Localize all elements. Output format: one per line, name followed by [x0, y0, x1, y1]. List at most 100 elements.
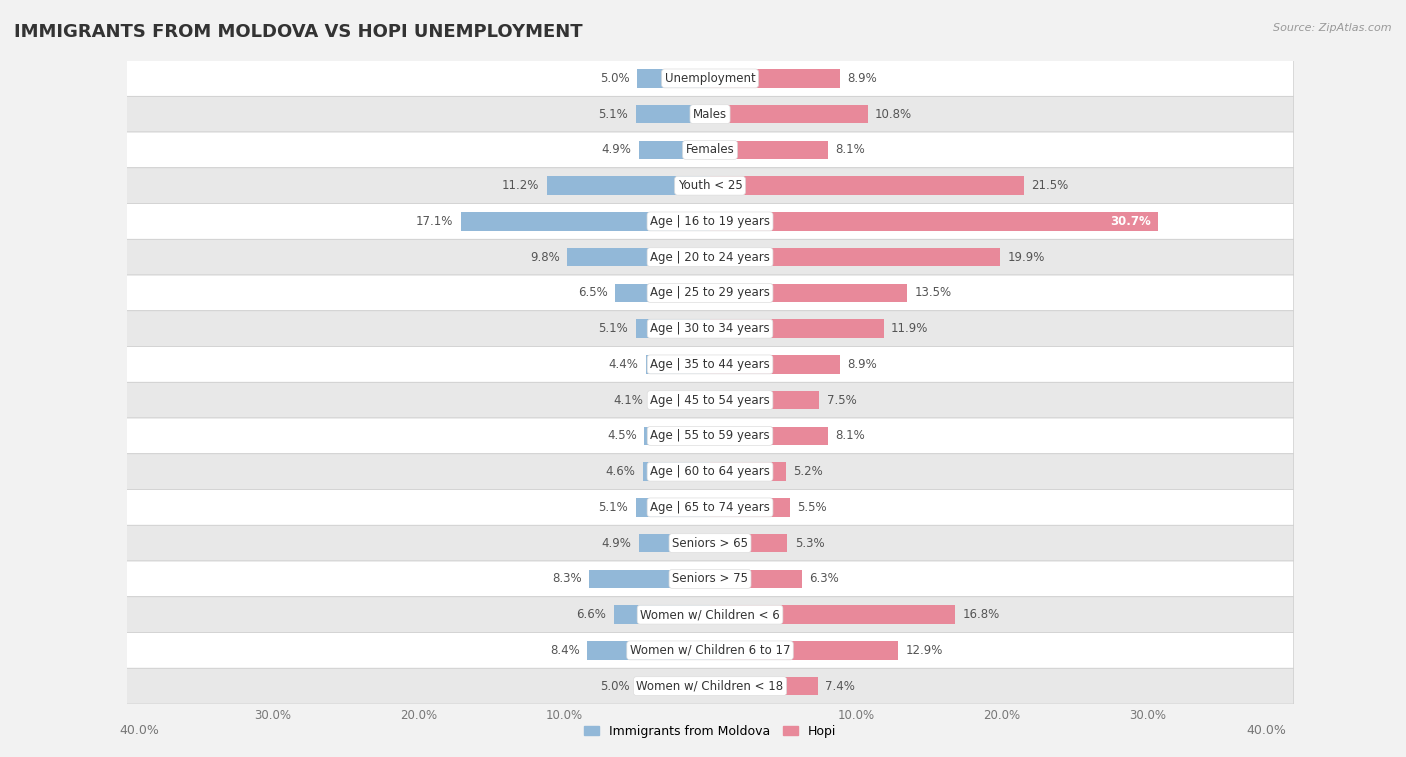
Text: 8.4%: 8.4%: [551, 644, 581, 657]
Bar: [644, 427, 710, 445]
Text: 19.9%: 19.9%: [1008, 251, 1045, 263]
FancyBboxPatch shape: [127, 561, 1294, 597]
Text: Males: Males: [693, 107, 727, 120]
Bar: [547, 176, 710, 195]
FancyBboxPatch shape: [127, 525, 1294, 561]
Text: 5.0%: 5.0%: [600, 72, 630, 85]
Bar: [567, 248, 710, 266]
Text: 4.4%: 4.4%: [609, 358, 638, 371]
FancyBboxPatch shape: [127, 275, 1294, 311]
Bar: [637, 677, 710, 696]
FancyBboxPatch shape: [127, 490, 1294, 525]
Text: 7.5%: 7.5%: [827, 394, 856, 407]
Bar: [589, 569, 710, 588]
Text: 5.3%: 5.3%: [794, 537, 824, 550]
Text: Women w/ Children < 18: Women w/ Children < 18: [637, 680, 783, 693]
Bar: [710, 212, 1159, 231]
Text: 5.1%: 5.1%: [599, 322, 628, 335]
Text: Women w/ Children < 6: Women w/ Children < 6: [640, 608, 780, 621]
Text: 13.5%: 13.5%: [914, 286, 952, 300]
Text: 6.6%: 6.6%: [576, 608, 606, 621]
FancyBboxPatch shape: [127, 418, 1294, 453]
Text: Age | 60 to 64 years: Age | 60 to 64 years: [650, 465, 770, 478]
Text: Age | 30 to 34 years: Age | 30 to 34 years: [650, 322, 770, 335]
FancyBboxPatch shape: [127, 204, 1294, 239]
Bar: [645, 355, 710, 374]
Bar: [710, 677, 818, 696]
Text: 5.2%: 5.2%: [793, 465, 823, 478]
Text: Seniors > 75: Seniors > 75: [672, 572, 748, 585]
FancyBboxPatch shape: [127, 382, 1294, 418]
FancyBboxPatch shape: [127, 311, 1294, 347]
Text: 5.0%: 5.0%: [600, 680, 630, 693]
Text: 8.1%: 8.1%: [835, 429, 865, 442]
Bar: [636, 319, 710, 338]
Text: 5.5%: 5.5%: [797, 501, 827, 514]
Text: Females: Females: [686, 143, 734, 157]
Bar: [636, 105, 710, 123]
Text: 11.9%: 11.9%: [891, 322, 928, 335]
Bar: [637, 69, 710, 88]
Bar: [710, 391, 820, 410]
Text: 12.9%: 12.9%: [905, 644, 943, 657]
Text: 4.9%: 4.9%: [602, 537, 631, 550]
Text: 5.1%: 5.1%: [599, 107, 628, 120]
Text: 8.9%: 8.9%: [848, 72, 877, 85]
Text: 8.1%: 8.1%: [835, 143, 865, 157]
Text: Age | 55 to 59 years: Age | 55 to 59 years: [650, 429, 770, 442]
Bar: [710, 498, 790, 517]
Bar: [710, 319, 883, 338]
Bar: [710, 176, 1024, 195]
Text: 7.4%: 7.4%: [825, 680, 855, 693]
Text: 6.3%: 6.3%: [810, 572, 839, 585]
FancyBboxPatch shape: [127, 668, 1294, 704]
FancyBboxPatch shape: [127, 453, 1294, 490]
Bar: [710, 641, 898, 659]
Text: 4.6%: 4.6%: [606, 465, 636, 478]
Text: Age | 65 to 74 years: Age | 65 to 74 years: [650, 501, 770, 514]
Text: 4.1%: 4.1%: [613, 394, 643, 407]
FancyBboxPatch shape: [127, 347, 1294, 382]
Bar: [650, 391, 710, 410]
FancyBboxPatch shape: [127, 132, 1294, 168]
FancyBboxPatch shape: [127, 96, 1294, 132]
Text: Age | 20 to 24 years: Age | 20 to 24 years: [650, 251, 770, 263]
Text: 16.8%: 16.8%: [962, 608, 1000, 621]
Text: 4.5%: 4.5%: [607, 429, 637, 442]
FancyBboxPatch shape: [127, 633, 1294, 668]
Text: IMMIGRANTS FROM MOLDOVA VS HOPI UNEMPLOYMENT: IMMIGRANTS FROM MOLDOVA VS HOPI UNEMPLOY…: [14, 23, 582, 41]
Bar: [710, 105, 868, 123]
Bar: [710, 248, 1000, 266]
FancyBboxPatch shape: [127, 239, 1294, 275]
Text: Seniors > 65: Seniors > 65: [672, 537, 748, 550]
Bar: [638, 141, 710, 159]
Bar: [710, 569, 801, 588]
Text: 30.7%: 30.7%: [1109, 215, 1150, 228]
Bar: [710, 69, 839, 88]
Text: Source: ZipAtlas.com: Source: ZipAtlas.com: [1274, 23, 1392, 33]
Text: 8.9%: 8.9%: [848, 358, 877, 371]
Text: 21.5%: 21.5%: [1031, 179, 1069, 192]
Text: 4.9%: 4.9%: [602, 143, 631, 157]
Bar: [616, 284, 710, 302]
Bar: [643, 463, 710, 481]
Text: 10.8%: 10.8%: [875, 107, 912, 120]
Text: 40.0%: 40.0%: [1247, 724, 1286, 737]
Legend: Immigrants from Moldova, Hopi: Immigrants from Moldova, Hopi: [579, 720, 841, 743]
Text: Age | 35 to 44 years: Age | 35 to 44 years: [650, 358, 770, 371]
Bar: [710, 427, 828, 445]
Text: Age | 16 to 19 years: Age | 16 to 19 years: [650, 215, 770, 228]
Bar: [710, 606, 955, 624]
Text: 8.3%: 8.3%: [553, 572, 582, 585]
Text: Women w/ Children 6 to 17: Women w/ Children 6 to 17: [630, 644, 790, 657]
Text: Unemployment: Unemployment: [665, 72, 755, 85]
Bar: [710, 463, 786, 481]
Bar: [636, 498, 710, 517]
Bar: [614, 606, 710, 624]
Text: Age | 45 to 54 years: Age | 45 to 54 years: [650, 394, 770, 407]
Text: 6.5%: 6.5%: [578, 286, 607, 300]
Bar: [710, 141, 828, 159]
FancyBboxPatch shape: [127, 61, 1294, 96]
Text: 11.2%: 11.2%: [502, 179, 540, 192]
Bar: [710, 355, 839, 374]
